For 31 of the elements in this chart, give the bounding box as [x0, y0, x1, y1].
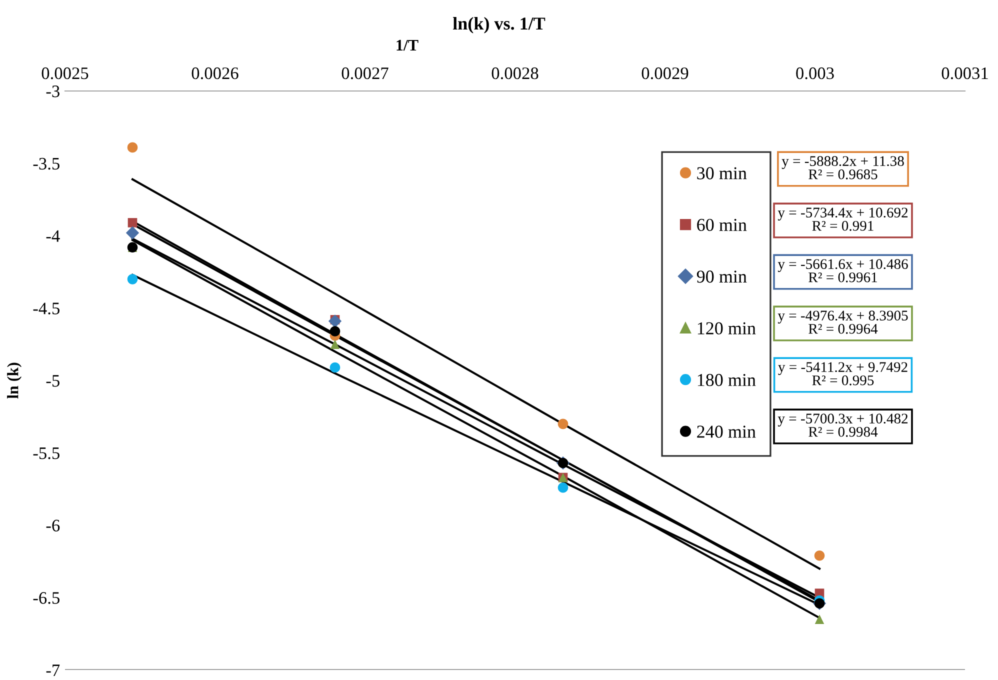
y-tick-label: -7	[46, 664, 60, 676]
annotation: y = -5888.2x + 11.38 R² = 0.9685	[782, 156, 904, 180]
annotation: y = -4976.4x + 8.3905 R² = 0.9964	[778, 310, 908, 334]
y-tick-label: -6.5	[33, 592, 60, 604]
annotation: y = -5661.6x + 10.486 R² = 0.9961	[778, 259, 908, 282]
annotation: y = -5734.4x + 10.692 R² = 0.991	[778, 208, 908, 231]
legend-label: 90 min	[696, 270, 747, 283]
chart-title: ln(k) vs. 1/T	[452, 17, 546, 34]
y-axis-title: ln (k)	[7, 362, 22, 399]
annotation: y = -5411.2x + 9.7492 R² = 0.995	[778, 362, 908, 386]
x-tick-label: 0.0026	[192, 67, 238, 80]
y-tick-label: -4	[46, 230, 60, 242]
legend-label: 30 min	[697, 167, 747, 180]
y-tick-label: -4.5	[33, 302, 60, 314]
y-tick-label: -6	[46, 520, 60, 532]
x-tick-label: 0.0027	[342, 67, 388, 80]
legend-label: 120 min	[698, 322, 756, 334]
y-tick-label: -5.5	[33, 448, 60, 460]
x-tick-label: 0.003	[796, 67, 834, 80]
y-tick-label: -5	[46, 375, 60, 387]
legend-label: 240 min	[697, 426, 756, 438]
x-tick-label: 0.0028	[492, 67, 538, 80]
legend-label: 180 min	[698, 374, 756, 386]
y-tick-label: -3	[46, 86, 60, 98]
x-tick-label: 0.0031	[942, 67, 988, 80]
x-axis-title: 1/T	[396, 40, 418, 51]
x-tick-label: 0.0029	[642, 67, 688, 80]
x-tick-label: 0.0025	[42, 67, 88, 80]
y-tick-label: -3.5	[33, 158, 60, 170]
legend-label: 60 min	[697, 218, 747, 232]
annotation: y = -5700.3x + 10.482 R² = 0.9984	[778, 414, 908, 437]
